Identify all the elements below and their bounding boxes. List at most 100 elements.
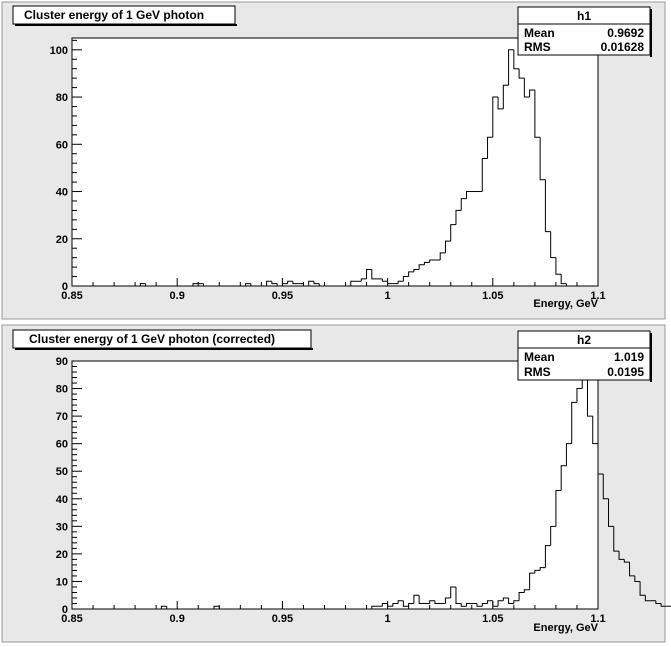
histogram-bin — [487, 136, 493, 159]
stats-box — [517, 330, 651, 381]
title-shadow — [15, 348, 313, 350]
pad-lower: 0.85 0.9 0.95 1 1.05 1.1 0 10 20 30 40 50 60 70 80 90 C… — [1, 324, 671, 643]
histogram-bin — [371, 605, 378, 609]
histogram-bin — [539, 137, 546, 181]
histogram-bin — [318, 283, 325, 287]
histogram-bin — [203, 283, 209, 287]
y-tick-label: 60 — [56, 439, 68, 451]
histogram-bin — [618, 551, 625, 560]
histogram-bin — [597, 443, 604, 475]
histogram-bin — [613, 526, 620, 552]
histogram-bin — [166, 606, 172, 610]
histogram-bin — [455, 586, 462, 604]
histogram-bin — [450, 586, 456, 598]
histogram-bin — [418, 595, 425, 604]
histogram-bin — [639, 581, 646, 596]
histogram-bin — [366, 268, 372, 279]
histogram-bin — [439, 252, 446, 261]
x-tick-label: 0.9 — [170, 613, 185, 625]
stats-mean-label: Mean — [524, 350, 555, 364]
histogram-bin — [576, 388, 583, 403]
chart-title: Cluster energy of 1 GeV photon (correcte… — [29, 332, 275, 346]
stats-box — [517, 6, 651, 56]
histogram-marks — [72, 49, 598, 287]
histogram-bin — [245, 283, 251, 286]
histogram-bin — [592, 416, 598, 445]
histogram-bin — [513, 49, 520, 70]
histogram-bin — [413, 594, 420, 604]
histogram-bin — [476, 603, 483, 607]
stats-rms-value: 0.0195 — [607, 365, 644, 379]
histogram-bin — [287, 280, 293, 284]
x-tick-label: 0.85 — [61, 290, 82, 302]
y-tick-label: 90 — [56, 356, 68, 368]
histogram-bin — [392, 602, 399, 607]
histogram-bin — [560, 274, 567, 285]
histogram-bin — [502, 597, 509, 601]
stats-shadow — [650, 9, 652, 57]
y-tick-label: 20 — [56, 549, 68, 561]
histogram-bin — [555, 490, 562, 527]
histogram-bin — [387, 281, 393, 285]
histogram-bin — [423, 261, 430, 265]
histogram-bin — [313, 281, 320, 285]
histogram-bin — [460, 603, 467, 607]
x-tick-label: 0.85 — [61, 613, 82, 625]
histogram-bin — [434, 600, 441, 604]
y-tick-label: 40 — [56, 494, 68, 506]
histogram-bin — [444, 240, 451, 253]
y-tick-label: 80 — [56, 92, 68, 104]
histogram-bin — [544, 179, 551, 233]
histogram-bin — [139, 283, 146, 286]
histogram-bin — [518, 68, 525, 79]
histogram-bin — [360, 278, 367, 282]
histogram-bin — [308, 280, 314, 286]
histogram-bin — [455, 209, 462, 225]
histogram-bin — [571, 401, 577, 444]
x-tick-label: 1.1 — [590, 290, 605, 302]
histogram-bin — [492, 600, 499, 607]
histogram-bin — [466, 602, 472, 607]
y-tick-label: 40 — [56, 187, 68, 199]
histogram-bin — [565, 443, 572, 466]
histogram-bin — [534, 569, 541, 574]
histogram-bin — [529, 572, 535, 590]
y-tick-label: 10 — [56, 576, 68, 588]
plot-frame — [71, 360, 599, 610]
histogram-bin — [481, 602, 488, 607]
pad-upper: 0.85 0.9 0.95 1 1.05 1.1 0 20 40 60 80 100 Cluster … — [1, 1, 666, 320]
x-tick-label: 0.9 — [170, 290, 185, 302]
stats-rms-label: RMS — [524, 40, 551, 54]
histogram-bin — [302, 283, 309, 287]
stats-mean-value: 1.019 — [614, 350, 644, 364]
y-tick-label: 0 — [62, 281, 68, 293]
y-tick-label: 30 — [56, 521, 68, 533]
histogram-bin — [602, 473, 609, 500]
histogram-bin — [387, 603, 393, 607]
histogram-bin — [402, 600, 409, 607]
histogram-bin — [660, 603, 667, 607]
histogram-bin — [402, 276, 409, 282]
x-tick-label: 0.95 — [272, 613, 293, 625]
x-tick-label: 1 — [385, 290, 391, 302]
histogram-bin — [418, 264, 425, 270]
stats-rms-value: 0.01628 — [601, 40, 645, 54]
y-tick-label: 60 — [56, 139, 68, 151]
x-tick-label: 1.1 — [590, 613, 605, 625]
histogram-bin — [492, 96, 499, 138]
stats-mean-label: Mean — [524, 26, 555, 40]
y-tick-label: 20 — [56, 234, 68, 246]
axis-ticks: 0.85 0.9 0.95 1 1.05 1.1 0 20 40 60 80 100 — [50, 39, 606, 302]
histogram-bin — [634, 575, 641, 582]
histogram-bin — [276, 283, 283, 287]
histogram-bin — [523, 78, 530, 98]
histogram-bin — [413, 268, 420, 272]
histogram-bin — [444, 597, 451, 604]
histogram-marks — [72, 371, 671, 610]
histogram-bin — [192, 283, 199, 286]
histogram-bin — [508, 49, 514, 86]
histogram-bin — [213, 605, 220, 609]
histogram-bin — [266, 280, 272, 286]
histogram-bin — [292, 281, 299, 285]
plot-frame — [71, 37, 599, 287]
